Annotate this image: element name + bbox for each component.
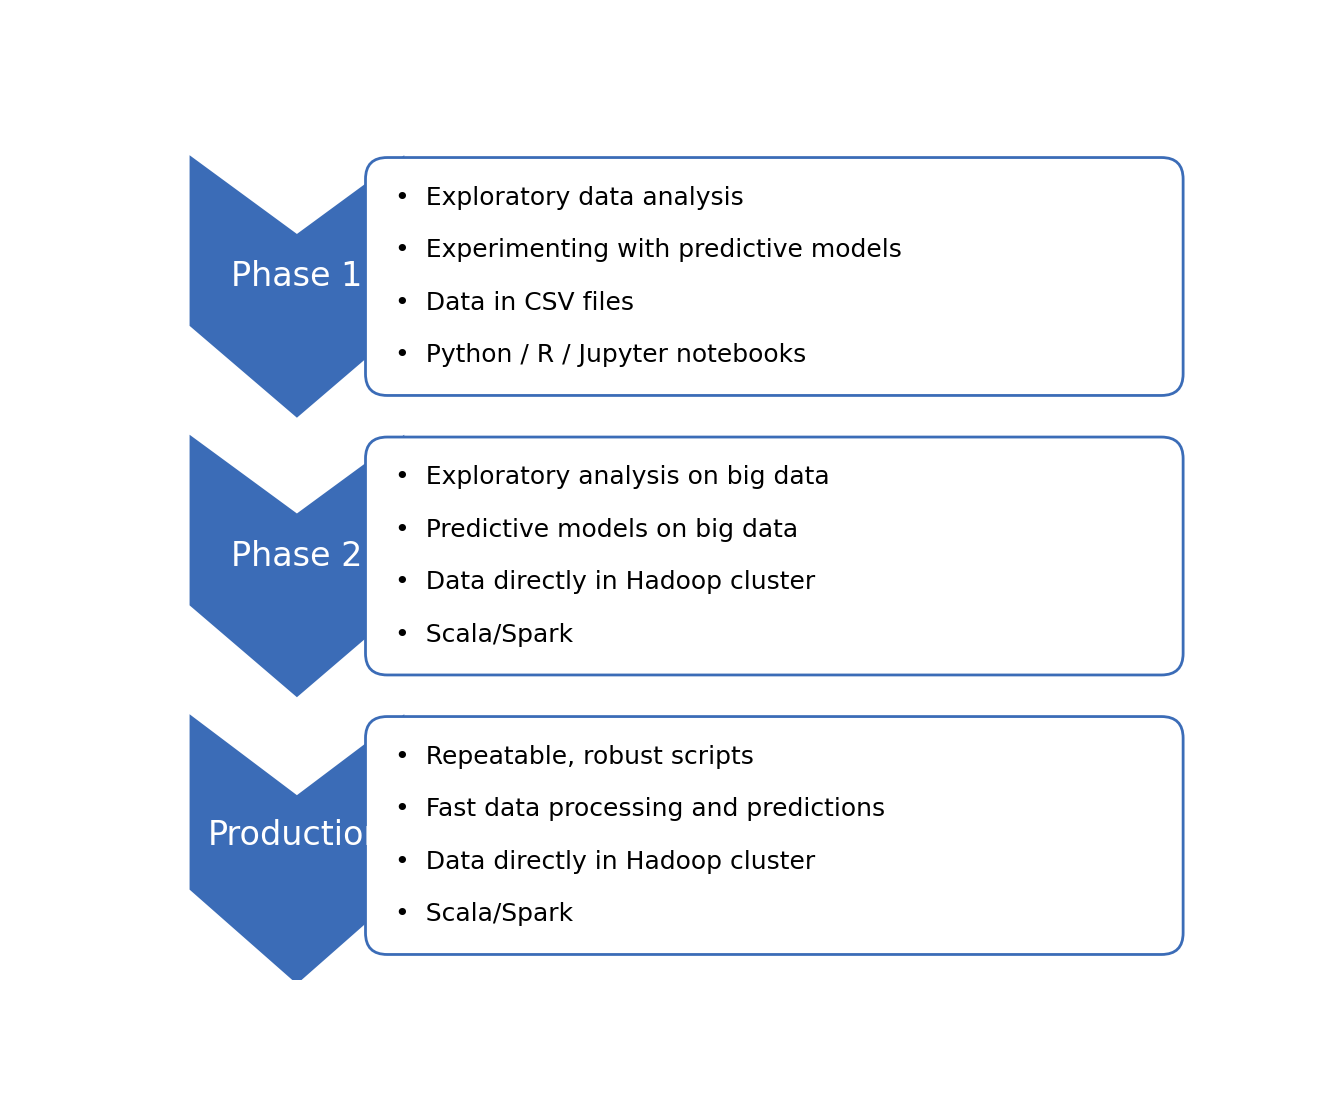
Text: •  Scala/Spark: • Scala/Spark [395,903,573,926]
Text: •  Experimenting with predictive models: • Experimenting with predictive models [395,238,902,262]
Text: •  Predictive models on big data: • Predictive models on big data [395,517,798,542]
FancyBboxPatch shape [365,717,1183,955]
Text: Phase 1: Phase 1 [231,260,363,293]
Text: •  Data directly in Hadoop cluster: • Data directly in Hadoop cluster [395,850,815,874]
FancyBboxPatch shape [365,437,1183,675]
Text: •  Exploratory analysis on big data: • Exploratory analysis on big data [395,466,830,489]
Text: •  Data in CSV files: • Data in CSV files [395,291,634,315]
Polygon shape [189,435,404,697]
Text: Phase 2: Phase 2 [231,539,363,573]
Text: •  Data directly in Hadoop cluster: • Data directly in Hadoop cluster [395,570,815,595]
Polygon shape [189,155,404,417]
Text: •  Fast data processing and predictions: • Fast data processing and predictions [395,797,885,821]
Text: •  Scala/Spark: • Scala/Spark [395,623,573,646]
Text: •  Exploratory data analysis: • Exploratory data analysis [395,186,744,209]
Text: •  Repeatable, robust scripts: • Repeatable, robust scripts [395,744,753,768]
Text: •  Python / R / Jupyter notebooks: • Python / R / Jupyter notebooks [395,344,806,368]
Polygon shape [189,715,404,984]
Text: Production: Production [208,819,385,852]
FancyBboxPatch shape [365,157,1183,395]
